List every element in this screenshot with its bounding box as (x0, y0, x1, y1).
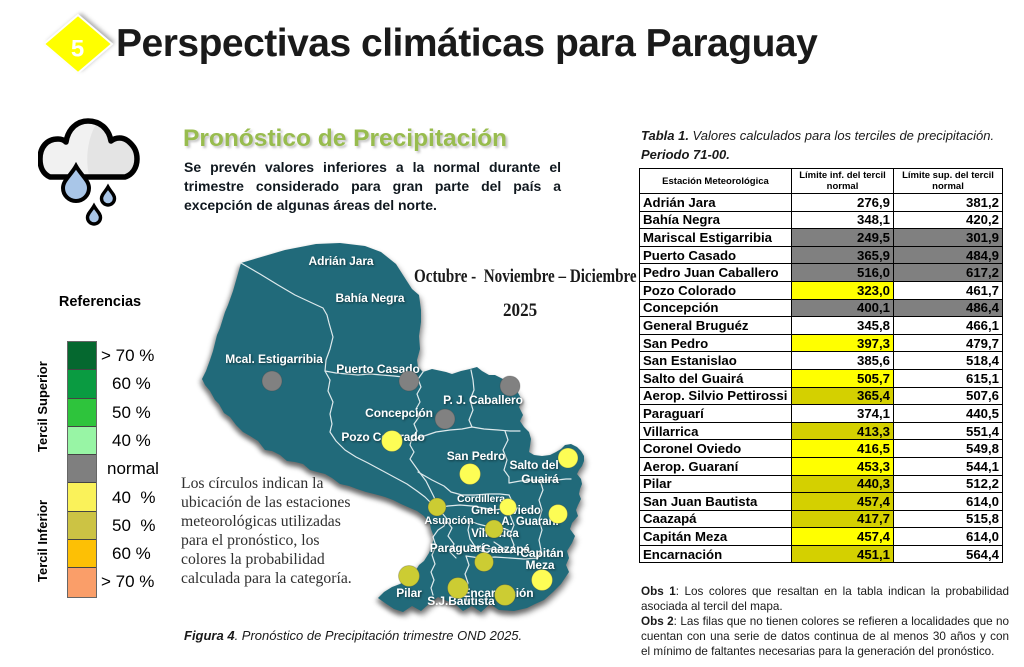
svg-text:5: 5 (71, 36, 84, 63)
svg-text:Capitán: Capitán (520, 546, 563, 560)
svg-text:Cordillera: Cordillera (457, 493, 505, 505)
svg-text:Caazapá: Caazapá (482, 542, 530, 556)
svg-text:San Pedro: San Pedro (447, 449, 505, 463)
svg-text:S.J.Bautista: S.J.Bautista (427, 594, 495, 608)
svg-text:Meza: Meza (526, 558, 555, 572)
svg-text:A. Guaraní: A. Guaraní (501, 516, 559, 528)
svg-text:Mcal. Estigarribia: Mcal. Estigarribia (225, 352, 323, 366)
svg-text:Bahía Negra: Bahía Negra (336, 291, 405, 305)
svg-text:Guairá: Guairá (521, 472, 559, 486)
svg-text:Paraguarí: Paraguarí (430, 541, 485, 555)
svg-text:Concepción: Concepción (365, 406, 433, 420)
svg-text:Pilar: Pilar (396, 586, 422, 600)
svg-text:Asunción: Asunción (424, 515, 474, 527)
svg-text:Adrián Jara: Adrián Jara (309, 254, 374, 268)
svg-text:Puerto Casado: Puerto Casado (336, 362, 419, 376)
svg-text:P. J. Caballero: P. J. Caballero (443, 393, 523, 407)
svg-text:Salto del: Salto del (509, 458, 558, 472)
